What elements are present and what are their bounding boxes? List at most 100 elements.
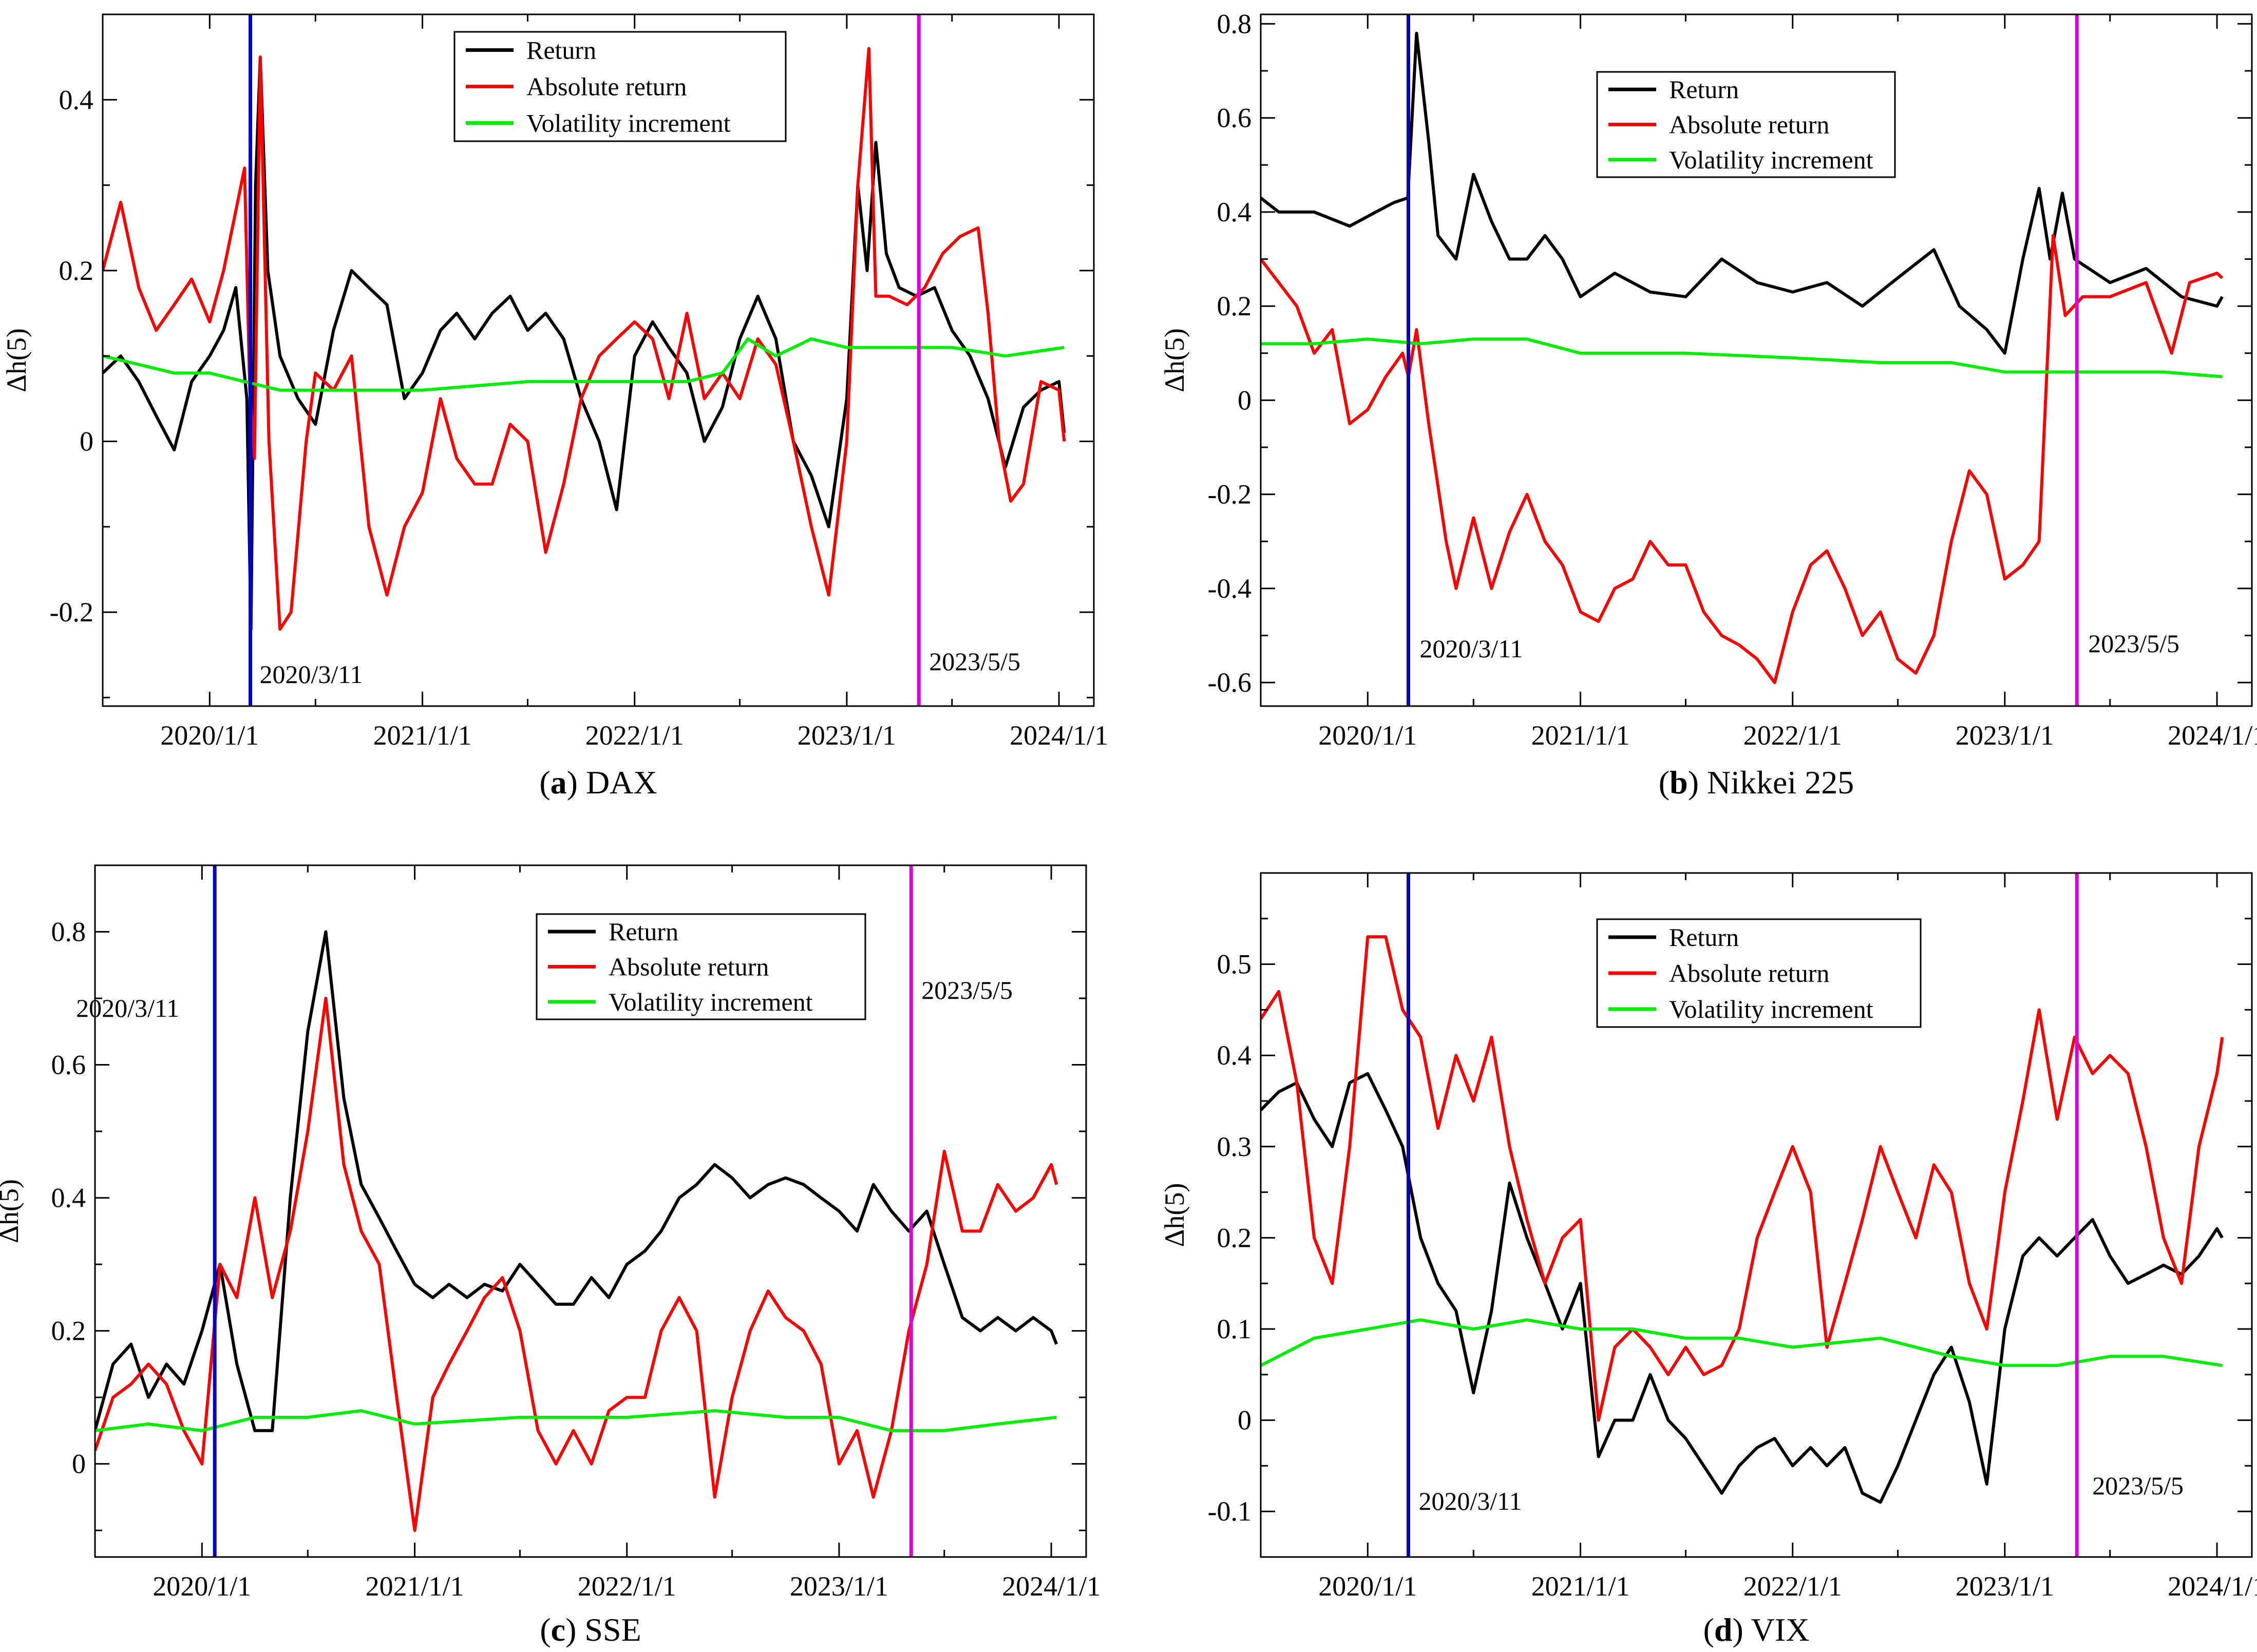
y-tick-label: 0.4 <box>59 84 94 115</box>
event-label-1: 2023/5/5 <box>2088 629 2179 658</box>
legend-entry: Volatility increment <box>1669 145 1873 174</box>
event-label-0: 2020/3/11 <box>1420 634 1523 663</box>
caption-text: VIX <box>1751 1611 1810 1648</box>
y-tick-label: 0.2 <box>1217 1222 1252 1253</box>
panel-sse: 2020/3/11 2023/5/5 0 0.2 0.4 0.6 0.8 2020/1/1 20… <box>0 864 1101 1648</box>
caption-letter: ( <box>1659 764 1670 801</box>
legend-entry: Return <box>526 36 596 65</box>
x-tick-label: 2024/1/1 <box>2168 1571 2257 1602</box>
event-label-1: 2023/5/5 <box>929 647 1020 676</box>
plot-frame <box>1260 872 2253 1558</box>
panel-caption: (b) Nikkei 225 <box>1659 764 1854 801</box>
legend-entry: Return <box>1669 75 1739 104</box>
panel-nikkei-225: 2020/3/11 2023/5/5 -0.6 -0.4 -0.2 0 0.2 0.4 0.6 0… <box>1159 8 2257 801</box>
panel-caption: (a) DAX <box>539 764 657 801</box>
y-tick-label: 0 <box>72 1449 86 1479</box>
caption-letter: ( <box>540 1611 551 1648</box>
legend-entry: Volatility increment <box>609 988 813 1016</box>
y-tick-label: -0.1 <box>1208 1496 1251 1527</box>
legend-entry: Absolute return <box>1669 959 1829 988</box>
legend-entry: Absolute return <box>609 953 769 981</box>
x-tick-label: 2021/1/1 <box>366 1571 464 1602</box>
event-label-1: 2023/5/5 <box>2092 1471 2184 1500</box>
x-tick-label: 2022/1/1 <box>1743 720 1842 751</box>
legend-entry: Absolute return <box>1669 110 1829 139</box>
y-tick-label: 0 <box>1238 385 1251 415</box>
caption-text: Nikkei 225 <box>1707 764 1854 801</box>
y-tick-label: -0.2 <box>50 597 93 628</box>
y-tick-label: 0.5 <box>1217 949 1252 980</box>
y-tick-label: 0.4 <box>1217 1040 1252 1071</box>
caption-letter: ( <box>1703 1611 1714 1648</box>
plot-frame <box>102 13 1095 707</box>
legend-entry: Volatility increment <box>526 109 731 138</box>
plot-frame <box>1260 13 2253 707</box>
y-tick-label: -0.6 <box>1208 667 1251 698</box>
x-tick-label: 2021/1/1 <box>1531 720 1630 751</box>
plot-area <box>1261 935 2224 1504</box>
y-tick-label: 0.2 <box>51 1316 86 1346</box>
panel-caption: (d) VIX <box>1703 1611 1810 1648</box>
series-line-volatility-increment <box>1261 1318 2223 1367</box>
event-label-0: 2020/3/11 <box>1419 1487 1522 1515</box>
legend-entry: Absolute return <box>526 72 687 101</box>
y-tick-label: 0.2 <box>59 255 94 286</box>
y-tick-label: 0.1 <box>1217 1314 1252 1344</box>
y-axis-label: Δh(5) <box>0 1179 24 1243</box>
y-tick-label: 0.6 <box>51 1050 86 1080</box>
x-tick-label: 2020/1/1 <box>160 720 259 751</box>
x-tick-label: 2021/1/1 <box>373 720 472 751</box>
legend: Return Absolute return Volatility incremen… <box>1596 71 1896 178</box>
x-tick-label: 2023/1/1 <box>1956 720 2054 751</box>
series-line-volatility-increment <box>95 1409 1057 1432</box>
x-tick-label: 2020/1/1 <box>153 1571 251 1602</box>
x-tick-label: 2024/1/1 <box>2168 720 2257 751</box>
x-tick-label: 2020/1/1 <box>1318 720 1417 751</box>
legend-entry: Return <box>609 917 678 946</box>
series-line-volatility-increment <box>1261 337 2223 378</box>
x-tick-label: 2024/1/1 <box>1002 1571 1101 1602</box>
x-tick-label: 2020/1/1 <box>1318 1571 1417 1602</box>
plot-frame <box>94 864 1087 1558</box>
series-line-absolute-return <box>95 997 1058 1532</box>
event-label-0: 2020/3/11 <box>260 660 363 689</box>
panel-dax: 2020/3/11 2023/5/5 -0.2 0 0.2 0.4 2020/1/1 2021… <box>1 13 1108 801</box>
x-tick-label: 2022/1/1 <box>578 1571 676 1602</box>
y-tick-label: 0 <box>1238 1405 1251 1436</box>
y-tick-label: 0.4 <box>1217 197 1252 227</box>
legend: Return Absolute return Volatility incremen… <box>1596 918 1922 1028</box>
x-tick-label: 2023/1/1 <box>798 720 896 751</box>
y-tick-label: 0.2 <box>1217 291 1252 321</box>
event-label-1: 2023/5/5 <box>921 976 1013 1004</box>
y-tick-label: 0.8 <box>1217 8 1252 39</box>
caption-letter: ( <box>539 764 550 801</box>
panel-vix: 2020/3/11 2023/5/5 -0.1 0 0.1 0.2 0.3 0.4 0.5 202… <box>1159 872 2257 1648</box>
legend-entry: Return <box>1669 923 1739 952</box>
x-tick-label: 2023/1/1 <box>1956 1571 2054 1602</box>
y-tick-label: 0.8 <box>51 917 86 947</box>
x-tick-label: 2023/1/1 <box>790 1571 888 1602</box>
y-tick-label: 0.4 <box>51 1183 86 1213</box>
x-tick-label: 2024/1/1 <box>1010 720 1108 751</box>
y-axis-label: Δh(5) <box>1 328 32 392</box>
x-tick-label: 2022/1/1 <box>585 720 684 751</box>
panel-caption: (c) SSE <box>540 1611 641 1648</box>
y-tick-label: -0.2 <box>1208 479 1251 510</box>
legend: Return Absolute return Volatility incremen… <box>536 913 866 1020</box>
plot-area <box>95 930 1058 1532</box>
legend-entry: Volatility increment <box>1669 995 1873 1023</box>
event-label-0: 2020/3/11 <box>76 994 179 1022</box>
series-line-volatility-increment <box>103 337 1065 392</box>
x-tick-label: 2021/1/1 <box>1531 1571 1630 1602</box>
y-tick-label: 0.3 <box>1217 1131 1252 1162</box>
x-tick-label: 2022/1/1 <box>1743 1571 1842 1602</box>
series-line-return <box>95 930 1058 1432</box>
y-axis-label: Δh(5) <box>1159 328 1190 392</box>
y-tick-label: 0 <box>80 426 93 457</box>
y-tick-label: -0.4 <box>1208 573 1251 604</box>
series-line-absolute-return <box>1261 935 2224 1422</box>
caption-text: DAX <box>586 764 657 801</box>
y-tick-label: 0.6 <box>1217 103 1252 134</box>
y-axis-label: Δh(5) <box>1159 1183 1190 1247</box>
